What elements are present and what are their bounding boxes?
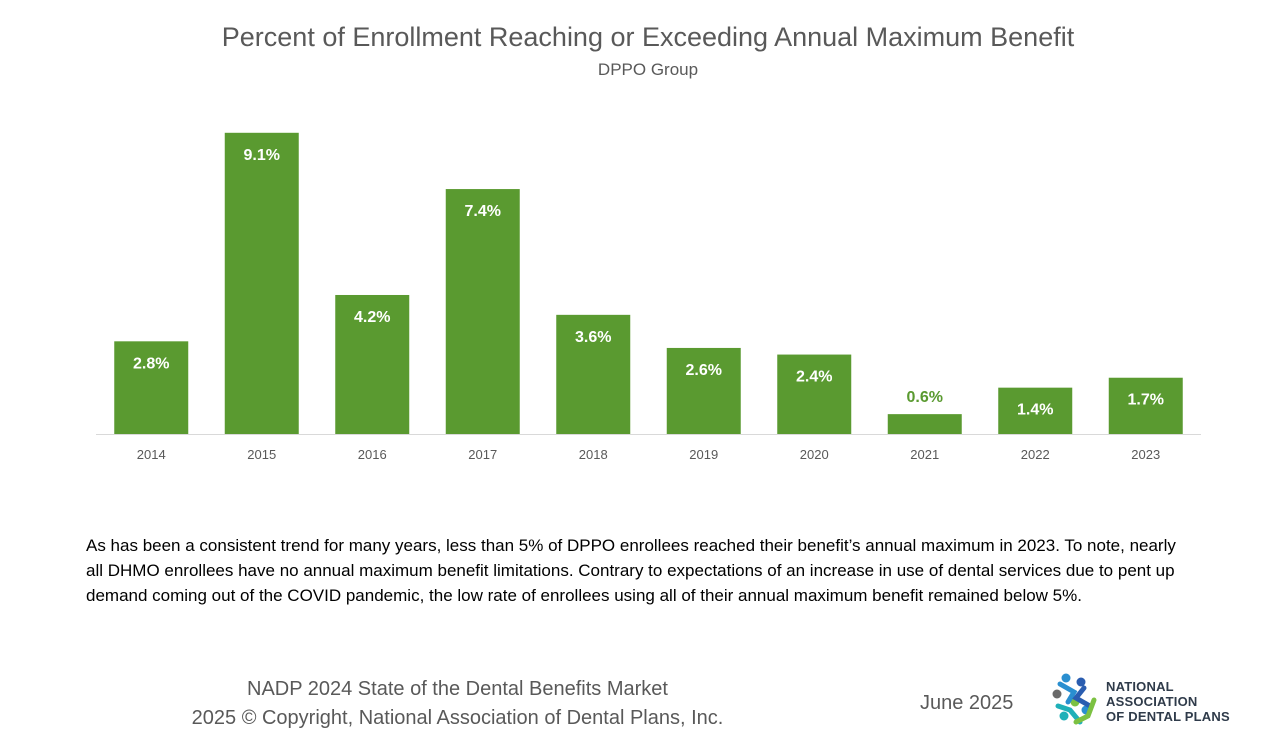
bar-2015 — [224, 132, 299, 435]
bar-2023 — [1108, 377, 1183, 434]
bar-data-label-2015: 9.1% — [244, 147, 280, 164]
bars-group: 2.8% 9.1% 4.2% 7.4% 3.6% 2.6% 2.4% 0.6% 1.4% 1.7% — [114, 132, 1183, 435]
logo-line-2: ASSOCIATION — [1106, 694, 1198, 709]
bar-data-label-2022: 1.4% — [1017, 402, 1053, 419]
footer-report-title: NADP 2024 State of the Dental Benefits M… — [247, 678, 668, 700]
nadp-logo-text: NATIONAL ASSOCIATION OF DENTAL PLANS — [1106, 679, 1230, 724]
x-tick-label-2023: 2023 — [1131, 447, 1160, 462]
bar-2017 — [445, 189, 520, 434]
footer-copyright: 2025 © Copyright, National Association o… — [191, 707, 724, 729]
footer-date: June 2025 — [920, 692, 1014, 714]
x-tick-label-2020: 2020 — [800, 447, 829, 462]
bar-data-label-2014: 2.8% — [133, 355, 169, 372]
bar-chart: 2.8% 9.1% 4.2% 7.4% 3.6% 2.6% 2.4% 0.6% 1.4% 1.7%… — [96, 132, 1201, 462]
logo-line-3: OF DENTAL PLANS — [1106, 709, 1230, 724]
bar-data-label-2019: 2.6% — [686, 362, 722, 379]
x-axis-tick-labels: 2014 2015 2016 2017 2018 2019 2020 2021 2022 2023 — [137, 447, 1160, 462]
bar-2014 — [114, 341, 189, 434]
nadp-logo-icon — [1052, 673, 1097, 725]
bar-2018 — [556, 314, 631, 434]
x-tick-label-2018: 2018 — [579, 447, 608, 462]
bar-data-label-2016: 4.2% — [354, 309, 390, 326]
bar-2016 — [335, 294, 410, 434]
commentary-text: As has been a consistent trend for many … — [86, 536, 1176, 605]
bar-data-label-2021: 0.6% — [907, 389, 943, 406]
chart-subtitle: DPPO Group — [597, 60, 699, 79]
x-tick-label-2022: 2022 — [1021, 447, 1050, 462]
bar-2022 — [998, 387, 1073, 434]
bar-2021 — [887, 414, 962, 434]
x-tick-label-2014: 2014 — [137, 447, 166, 462]
bar-2019 — [666, 347, 741, 434]
x-tick-label-2015: 2015 — [247, 447, 276, 462]
bar-data-label-2020: 2.4% — [796, 369, 832, 386]
x-tick-label-2021: 2021 — [910, 447, 939, 462]
x-tick-label-2017: 2017 — [468, 447, 497, 462]
bar-2020 — [777, 354, 852, 434]
bar-data-label-2018: 3.6% — [575, 329, 611, 346]
chart-title: Percent of Enrollment Reaching or Exceed… — [221, 22, 1075, 52]
bar-data-label-2023: 1.7% — [1128, 392, 1164, 409]
x-tick-label-2019: 2019 — [689, 447, 718, 462]
x-tick-label-2016: 2016 — [358, 447, 387, 462]
logo-line-1: NATIONAL — [1106, 679, 1174, 694]
bar-data-label-2017: 7.4% — [465, 203, 501, 220]
